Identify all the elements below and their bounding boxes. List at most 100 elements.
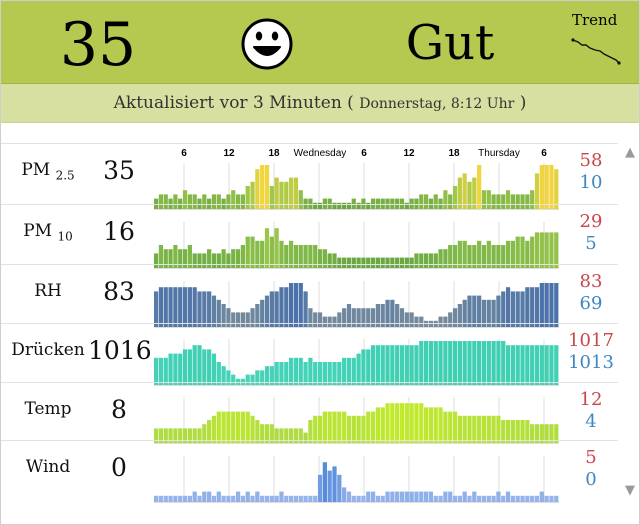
metric-row-pressure[interactable]: Drücken 1016 1017 1013 xyxy=(0,323,618,382)
metric-label-subscript: 10 xyxy=(57,229,73,244)
metric-row-pm10[interactable]: PM 10 16 29 5 xyxy=(0,204,618,263)
chart-bar-temp xyxy=(428,407,434,443)
time-axis-label: 6 xyxy=(181,148,187,159)
chart-bar-wind xyxy=(158,495,164,502)
chart-bar-temp xyxy=(264,424,270,443)
chart-bar-rh xyxy=(539,283,544,327)
scroll-down-icon[interactable]: ▼ xyxy=(625,483,635,498)
chart-bar-temp xyxy=(452,411,458,443)
metric-row-temp[interactable]: Temp 8 12 4 xyxy=(0,382,618,441)
chart-bar-pm25 xyxy=(298,190,303,209)
update-close-paren: ) xyxy=(519,93,527,113)
chart-bar-temp xyxy=(173,428,178,443)
chart-bar-temp xyxy=(327,411,332,443)
chart-bar-pm25 xyxy=(477,165,482,209)
chart-bar-rh xyxy=(385,299,390,327)
chart-bar-wind xyxy=(231,495,236,502)
chart-bar-pm10 xyxy=(520,236,525,268)
air-quality-label: Gut xyxy=(405,15,495,71)
chart-bar-wind xyxy=(298,495,303,502)
chart-bar-rh xyxy=(279,287,284,327)
chart-bar-rh xyxy=(467,295,472,327)
chart-bar-temp xyxy=(322,411,327,443)
chart-bar-pressure xyxy=(448,341,453,385)
time-axis-label: 6 xyxy=(541,148,547,159)
chart-bar-rh xyxy=(178,287,183,327)
chart-bar-wind xyxy=(197,495,202,502)
chart-bar-temp xyxy=(346,415,352,443)
chart-bar-temp xyxy=(419,403,424,443)
chart-bar-temp xyxy=(240,411,246,443)
chart-bar-rh xyxy=(317,312,323,327)
chart-bar-wind xyxy=(467,495,472,502)
chart-bar-rh xyxy=(207,291,212,327)
chart-bar-pm25 xyxy=(192,194,197,209)
chart-bar-pressure xyxy=(481,341,487,385)
chart-bar-pm10 xyxy=(380,257,385,268)
chart-bar-pressure xyxy=(303,362,308,385)
metric-row-wind[interactable]: Wind 0 5 0 xyxy=(0,440,618,499)
chart-bar-pm10 xyxy=(525,240,530,268)
chart-bar-pm25 xyxy=(250,181,255,209)
chart-bar-rh xyxy=(342,308,347,327)
metric-row-pm25[interactable]: PM 2.5 35 58 10 xyxy=(0,143,618,202)
chart-bar-pressure xyxy=(207,349,212,385)
metric-max-value: 83 xyxy=(579,271,603,292)
chart-bar-pm25 xyxy=(327,198,332,209)
chart-bar-pressure xyxy=(293,357,299,385)
chart-bar-wind xyxy=(544,495,549,502)
chart-bar-rh xyxy=(525,287,530,327)
chart-bar-wind xyxy=(255,491,260,502)
chart-bar-rh xyxy=(380,304,385,327)
chart-bar-rh xyxy=(544,283,549,327)
chart-bar-pm25 xyxy=(342,202,347,209)
chart-bar-wind xyxy=(226,495,231,502)
chart-bar-pressure xyxy=(433,341,438,385)
trend-sparkline-icon[interactable] xyxy=(570,36,622,68)
trend-label: Trend xyxy=(572,11,618,29)
chart-bar-temp xyxy=(284,428,289,443)
chart-bar-pressure xyxy=(404,345,409,385)
chart-bar-pm10 xyxy=(211,253,217,268)
chart-bar-wind xyxy=(235,491,241,502)
chart-bar-rh xyxy=(351,308,356,327)
chart-bar-wind xyxy=(554,495,559,502)
chart-bar-pm25 xyxy=(448,194,453,209)
chart-bar-rh xyxy=(284,287,289,327)
chart-bar-rh xyxy=(264,295,270,327)
chart-bar-pm10 xyxy=(332,253,337,268)
chart-bar-wind xyxy=(313,495,318,502)
chart-bar-pressure xyxy=(322,362,327,385)
chart-bar-pm10 xyxy=(163,249,168,268)
chart-bar-wind xyxy=(525,495,530,502)
chart-bar-pressure xyxy=(346,357,352,385)
chart-bar-pm25 xyxy=(433,194,438,209)
chart-bar-pm25 xyxy=(457,177,462,209)
chart-bar-pm10 xyxy=(414,253,419,268)
metric-row-rh[interactable]: RH 83 83 69 xyxy=(0,264,618,323)
scroll-up-icon[interactable]: ▲ xyxy=(625,145,635,160)
chart-bar-temp xyxy=(250,415,255,443)
chart-bar-pm25 xyxy=(375,198,381,209)
chart-bar-pm10 xyxy=(356,257,361,268)
chart-bar-pm10 xyxy=(303,245,308,268)
chart-bar-pressure xyxy=(245,374,250,385)
chart-bar-pm25 xyxy=(481,190,487,209)
chart-bar-pm25 xyxy=(255,169,260,209)
chart-bar-pm25 xyxy=(390,198,395,209)
chart-bar-pm10 xyxy=(221,249,226,268)
chart-bar-wind xyxy=(337,474,342,502)
metric-current-value: 35 xyxy=(103,156,135,185)
chart-bar-pm25 xyxy=(366,202,371,209)
metric-min-value: 1013 xyxy=(568,352,614,373)
chart-bar-pm10 xyxy=(250,236,255,268)
chart-bar-pm10 xyxy=(202,253,207,268)
chart-bar-rh xyxy=(154,291,159,327)
chart-bar-wind xyxy=(182,495,188,502)
chart-bar-pressure xyxy=(221,366,226,385)
chart-bar-pressure xyxy=(395,345,400,385)
chart-bar-temp xyxy=(462,415,467,443)
chart-bar-pm25 xyxy=(491,194,496,209)
chart-bar-rh xyxy=(293,283,299,327)
scrollbar[interactable]: ▲ ▼ xyxy=(620,140,640,500)
